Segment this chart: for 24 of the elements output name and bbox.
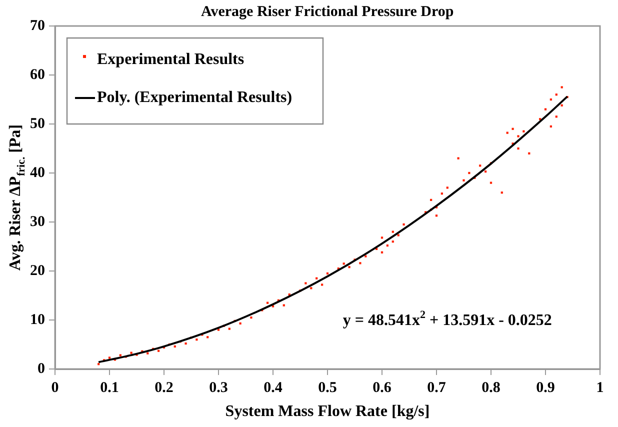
x-tick-label: 0.3 — [209, 380, 228, 396]
y-tick-label: 20 — [30, 262, 45, 279]
x-tick-label: 0.8 — [482, 380, 500, 396]
x-tick-label: 0.2 — [154, 380, 174, 396]
chart-title: Average Riser Frictional Pressure Drop — [201, 4, 454, 20]
y-tick-label: 70 — [30, 18, 45, 34]
legend-label: Poly. (Experimental Results) — [97, 89, 292, 106]
y-axis-title: Avg. Riser ΔPfric. [Pa] — [7, 124, 28, 271]
x-axis-title: System Mass Flow Rate [kg/s] — [225, 403, 430, 420]
y-tick-label: 60 — [30, 66, 45, 83]
y-tick-label: 30 — [30, 214, 45, 230]
y-tick-label: 10 — [30, 312, 45, 328]
x-tick-label: 0.7 — [427, 380, 446, 396]
x-tick-label: 0.6 — [372, 380, 392, 396]
x-tick-label: 0.4 — [264, 380, 283, 396]
y-tick-label: 40 — [30, 164, 45, 181]
legend-label: Experimental Results — [97, 51, 244, 68]
x-tick-label: 0 — [51, 380, 59, 396]
x-tick-label: 0.9 — [536, 380, 555, 396]
x-tick-label: 0.5 — [318, 380, 337, 396]
y-tick-label: 50 — [30, 116, 45, 132]
y-tick-label: 0 — [38, 360, 45, 377]
x-tick-label: 1 — [596, 380, 604, 396]
x-tick-label: 0.1 — [100, 380, 119, 396]
